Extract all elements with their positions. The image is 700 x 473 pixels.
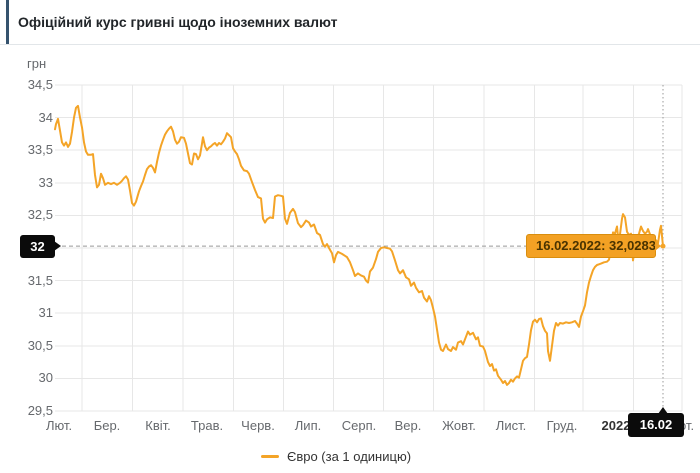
data-point-tooltip: 16.02.2022: 32,0283 — [526, 234, 661, 259]
x-tick-label: Лют. — [45, 418, 73, 433]
y-tick-label: 33,5 — [27, 142, 53, 158]
x-tick-label: Вер. — [394, 418, 422, 433]
y-tick-label: 31,5 — [27, 272, 53, 288]
x-tick-label: 2022 — [601, 418, 631, 433]
x-tick-label: Трав. — [190, 418, 224, 433]
x-tick-label: Квіт. — [145, 418, 171, 433]
x-tick-label: Груд. — [546, 418, 578, 433]
x-tick-label: Серп. — [341, 418, 377, 433]
legend-item-euro[interactable]: Євро (за 1 одиницю) — [260, 449, 412, 464]
legend-line-swatch-icon — [260, 455, 279, 458]
eur-uah-chart[interactable]: грн 34,5 34 33,5 33 32,5 31,5 31 30,5 30 29,5 Лют… — [0, 44, 700, 473]
y-tick-label: 30 — [38, 370, 53, 386]
y-tick-label: 32,5 — [27, 207, 53, 223]
y-tick-label: 31 — [38, 305, 53, 321]
legend-label: Євро (за 1 одиницю) — [286, 449, 412, 464]
y-tick-label: 33 — [38, 174, 53, 190]
header: Офіційний курс гривні щодо іноземних вал… — [0, 0, 700, 45]
header-accent-bar — [6, 0, 9, 44]
x-tick-label: Черв. — [241, 418, 275, 433]
legend: Євро (за 1 одиницю) — [0, 449, 672, 464]
x-tick-label: Лип. — [294, 418, 322, 433]
current-point-marker — [660, 243, 666, 249]
x-tick-label: Жовт. — [442, 418, 476, 433]
x-tick-label: Лист. — [495, 418, 527, 433]
page-title: Офіційний курс гривні щодо іноземних вал… — [18, 14, 338, 30]
x-tick-label: Бер. — [93, 418, 121, 433]
y-tick-label: 34,5 — [27, 77, 53, 92]
y-axis-unit-label: грн — [27, 56, 47, 71]
y-tick-label: 30,5 — [27, 337, 53, 353]
y-tick-label: 34 — [38, 109, 53, 125]
current-value-axis-marker: 32 — [20, 234, 61, 258]
euro-rate-line[interactable] — [54, 104, 664, 386]
current-date-axis-marker: 16.02 — [628, 407, 684, 437]
y-tick-label: 29,5 — [27, 403, 53, 418]
